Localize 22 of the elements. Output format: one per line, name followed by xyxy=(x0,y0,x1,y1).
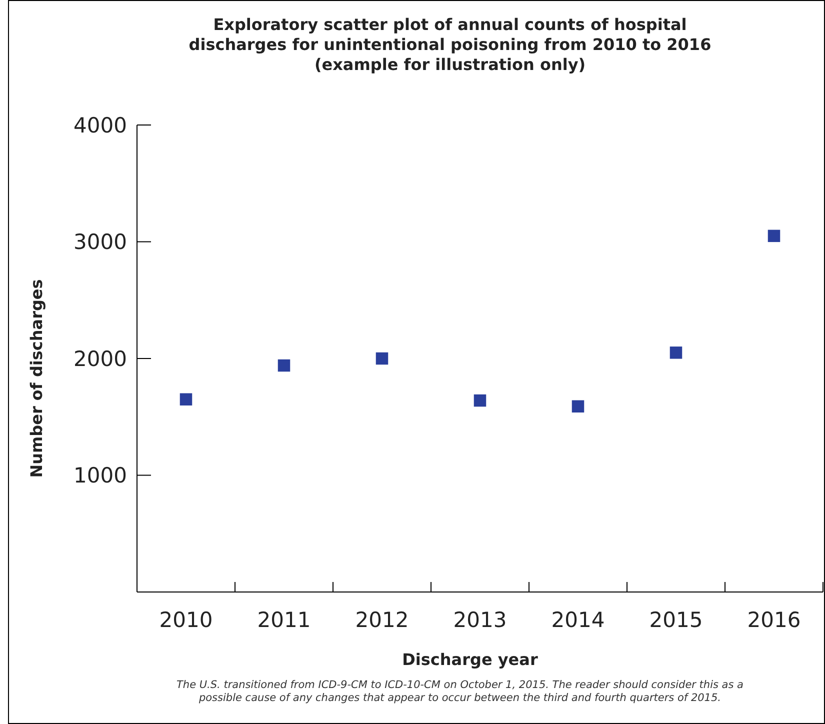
point xyxy=(768,230,780,242)
point xyxy=(572,400,584,412)
y-tick-label: 1000 xyxy=(74,464,127,488)
point xyxy=(376,352,388,365)
x-tick-label: 2010 xyxy=(159,608,213,632)
x-tick-label: 2011 xyxy=(257,608,311,632)
chart-title: Exploratory scatter plot of annual counts of hospital discharges for unintentional poisoning from 2010 to 2016 (example for illustration only) xyxy=(188,15,712,74)
x-tick-label: 2016 xyxy=(747,608,801,632)
y-tick-label: 3000 xyxy=(74,230,127,254)
x-tick-label: 2015 xyxy=(649,608,703,632)
y-tick-label: 4000 xyxy=(74,113,127,138)
x-tick-label: 2013 xyxy=(453,608,507,632)
y-tick-label: 2000 xyxy=(74,346,127,371)
point xyxy=(180,393,192,406)
x-axis-title: Discharge year xyxy=(402,650,538,669)
point xyxy=(670,346,682,359)
text: The U.S. transitioned from ICD-9-CM to ICD-10-CM on October 1, 2015. The reader should consider this as a possible cause of any changes that appear to occur between the third and fourth quarters of 2015. xyxy=(176,679,744,704)
x-tick-label: 2012 xyxy=(355,608,409,632)
y-axis-title: Number of discharges xyxy=(27,279,46,478)
point xyxy=(278,359,290,372)
x-tick-label: 2014 xyxy=(551,608,605,632)
point xyxy=(474,394,486,407)
